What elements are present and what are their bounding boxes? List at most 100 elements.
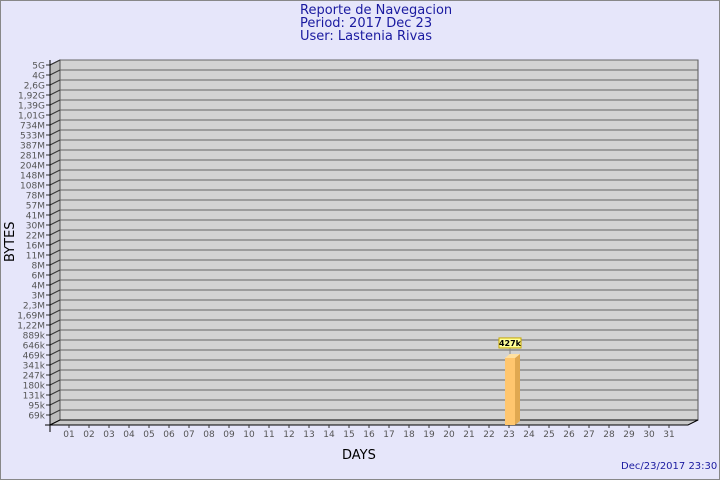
y-tick-label: 8M <box>32 262 46 272</box>
y-tick-label: 16M <box>26 242 45 252</box>
grid-line-diagonal <box>49 259 61 266</box>
grid-line-diagonal <box>49 289 61 296</box>
x-tick-label: 17 <box>383 430 394 440</box>
y-tick-label: 3M <box>32 292 46 302</box>
x-tick-label: 08 <box>203 430 215 440</box>
y-tick-label: 533M <box>20 132 45 142</box>
x-tick-label: 03 <box>103 430 114 440</box>
y-tick-label: 22M <box>26 232 45 242</box>
x-tick-label: 22 <box>483 430 494 440</box>
grid-line-diagonal <box>49 369 61 376</box>
grid-line-diagonal <box>49 329 61 336</box>
y-tick-label: 95k <box>28 402 45 412</box>
y-tick-label: 1,01G <box>18 112 45 122</box>
grid-line-diagonal <box>49 159 61 166</box>
x-tick-label: 24 <box>523 430 535 440</box>
y-tick-label: 1,92G <box>18 92 45 102</box>
grid-line-diagonal <box>49 319 61 326</box>
x-tick-label: 30 <box>643 430 655 440</box>
x-tick-label: 14 <box>323 430 335 440</box>
x-tick-label: 10 <box>243 430 255 440</box>
y-tick-label: 30M <box>26 222 45 232</box>
grid-line-diagonal <box>49 89 61 96</box>
y-tick-label: 646k <box>23 342 46 352</box>
y-tick-label: 41M <box>26 212 45 222</box>
grid-line-diagonal <box>49 379 61 386</box>
x-tick-label: 27 <box>583 430 594 440</box>
grid-line-diagonal <box>49 109 61 116</box>
grid-line-diagonal <box>49 359 61 366</box>
x-tick-label: 29 <box>623 430 635 440</box>
grid-line-diagonal <box>49 219 61 226</box>
grid-line-diagonal <box>49 209 61 216</box>
x-tick-label: 16 <box>363 430 375 440</box>
report-user: User: Lastenia Rivas <box>300 29 433 44</box>
grid-line-diagonal <box>49 239 61 246</box>
y-tick-label: 281M <box>20 152 45 162</box>
x-tick-label: 09 <box>223 430 235 440</box>
grid-line-diagonal <box>49 249 61 256</box>
grid-line-diagonal <box>49 139 61 146</box>
grid-line-diagonal <box>49 179 61 186</box>
y-tick-label: 1,22M <box>17 322 45 332</box>
grid-line-diagonal <box>49 169 61 176</box>
x-tick-label: 28 <box>603 430 615 440</box>
grid-line-diagonal <box>49 229 61 236</box>
y-tick-label: 734M <box>20 122 45 132</box>
grid-line-diagonal <box>49 59 61 66</box>
grid-line-diagonal <box>49 189 61 196</box>
y-tick-label: 131k <box>23 392 46 402</box>
y-tick-label: 2,3M <box>23 302 45 312</box>
y-tick-label: 2,6G <box>24 82 45 92</box>
grid-line-diagonal <box>49 279 61 286</box>
grid-line-diagonal <box>49 149 61 156</box>
y-tick-label: 4M <box>32 282 46 292</box>
y-tick-label: 148M <box>20 172 45 182</box>
y-tick-label: 69k <box>28 412 45 422</box>
y-tick-label: 11M <box>26 252 45 262</box>
bar-side-day-23 <box>515 353 520 425</box>
bar-top-day-23 <box>505 353 520 358</box>
x-tick-label: 18 <box>403 430 415 440</box>
x-tick-label: 26 <box>563 430 575 440</box>
y-tick-label: 387M <box>20 142 45 152</box>
x-tick-label: 12 <box>283 430 294 440</box>
x-tick-label: 21 <box>463 430 474 440</box>
y-tick-label: 4G <box>32 72 45 82</box>
x-tick-label: 02 <box>83 430 94 440</box>
y-tick-label: 341k <box>23 362 46 372</box>
x-tick-label: 05 <box>143 430 154 440</box>
x-tick-label: 19 <box>423 430 435 440</box>
x-tick-label: 13 <box>303 430 314 440</box>
grid-line-diagonal <box>49 129 61 136</box>
x-tick-label: 04 <box>123 430 135 440</box>
bar-day-23 <box>505 357 515 425</box>
x-tick-label: 01 <box>63 430 74 440</box>
grid-line-diagonal <box>49 389 61 396</box>
y-tick-label: 6M <box>32 272 46 282</box>
x-tick-label: 25 <box>543 430 554 440</box>
x-tick-label: 23 <box>503 430 514 440</box>
grid-line-diagonal <box>49 99 61 106</box>
grid-line-diagonal <box>49 349 61 356</box>
x-tick-label: 15 <box>343 430 354 440</box>
report-period: Period: 2017 Dec 23 <box>300 16 433 31</box>
y-tick-label: 5G <box>32 62 45 72</box>
x-tick-label: 07 <box>183 430 194 440</box>
grid-line-diagonal <box>49 399 61 406</box>
y-tick-label: 78M <box>26 192 45 202</box>
grid-line-diagonal <box>49 79 61 86</box>
data-label: 427k <box>499 339 522 348</box>
x-tick-label: 20 <box>443 430 455 440</box>
y-tick-label: 204M <box>20 162 45 172</box>
y-tick-label: 1,69M <box>17 312 45 322</box>
timestamp: Dec/23/2017 23:30 <box>621 461 718 472</box>
x-tick-label: 11 <box>263 430 274 440</box>
y-tick-label: 57M <box>26 202 45 212</box>
grid-line-diagonal <box>49 309 61 316</box>
grid-line-diagonal <box>49 119 61 126</box>
grid-line-diagonal <box>49 269 61 276</box>
y-tick-label: 108M <box>20 182 45 192</box>
grid-line-diagonal <box>49 409 61 416</box>
x-tick-label: 31 <box>663 430 674 440</box>
